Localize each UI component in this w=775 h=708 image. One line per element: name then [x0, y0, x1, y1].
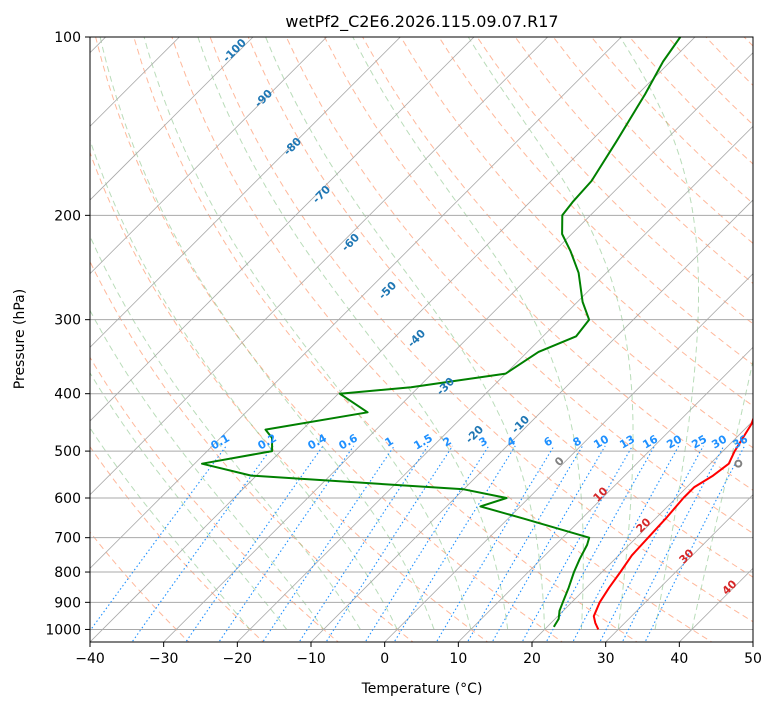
dewpoint-profile-line [201, 37, 682, 628]
mixing-ratio-line [466, 445, 584, 642]
isotherm [90, 37, 475, 422]
y-tick-label: 500 [54, 444, 81, 460]
moist-adiabat [352, 37, 584, 630]
mixing-ratio-line [572, 445, 680, 642]
dry-adiabat [514, 37, 753, 285]
dry-adiabat [476, 37, 753, 325]
y-tick-label: 200 [54, 208, 81, 224]
isotherm [531, 420, 753, 642]
moist-adiabat [90, 371, 288, 630]
y-tick-label: 400 [54, 387, 81, 403]
moist-adiabat [90, 309, 324, 630]
mixing-ratio-line [131, 445, 274, 642]
moist-adiabat [90, 427, 251, 630]
dry-adiabat [90, 260, 414, 642]
isotherm [90, 37, 328, 275]
isotherm [310, 199, 753, 642]
moist-adiabat [265, 37, 546, 630]
isotherm [90, 37, 696, 642]
temperature-profile-line [592, 416, 753, 630]
dry-adiabat [247, 37, 753, 578]
chart-title: wetPf2_C2E6.2026.115.09.07.R17 [285, 12, 558, 32]
mixing-ratio-line [218, 445, 355, 642]
isotherm [90, 37, 622, 569]
moist-adiabat [619, 37, 699, 630]
x-axis-label: Temperature (°C) [361, 681, 483, 697]
dry-adiabat [171, 37, 713, 642]
y-tick-label: 100 [54, 30, 81, 46]
x-tick-label: 30 [597, 651, 615, 667]
plot-frame [89, 36, 754, 643]
moist-adiabat [467, 37, 634, 630]
isotherm [605, 494, 753, 642]
moist-adiabat [90, 235, 361, 630]
isotherm [90, 37, 401, 348]
dry-adiabat [362, 37, 753, 449]
mixing-ratio-line [491, 445, 606, 642]
mixing-ratio-line [185, 445, 324, 642]
moist-adiabat [143, 37, 472, 630]
mixing-ratio-line [262, 445, 395, 642]
y-tick-label: 1000 [45, 622, 81, 638]
isotherm [163, 52, 753, 642]
dry-adiabat [400, 37, 753, 407]
x-tick-label: −10 [296, 651, 326, 667]
isotherm [90, 37, 254, 201]
y-tick-label: 800 [54, 565, 81, 581]
dry-adiabat [285, 37, 753, 534]
y-tick-label: 300 [54, 313, 81, 329]
x-tick-label: −20 [223, 651, 253, 667]
moist-adiabat [90, 138, 398, 630]
mixing-ratio-line [364, 445, 490, 642]
series-marker [734, 459, 743, 468]
isotherm [236, 125, 753, 642]
y-tick-label: 900 [54, 595, 81, 611]
y-axis-label: Pressure (hPa) [12, 289, 28, 389]
moist-adiabat [197, 37, 509, 630]
isotherm [457, 346, 753, 642]
x-tick-label: 10 [449, 651, 467, 667]
x-tick-label: 20 [523, 651, 541, 667]
x-tick-label: −40 [75, 651, 105, 667]
moist-adiabat [99, 37, 435, 630]
x-tick-label: 50 [744, 651, 762, 667]
mixing-ratio-line [393, 445, 516, 642]
mixing-ratio-line [599, 445, 704, 642]
moist-adiabat [691, 358, 753, 630]
isotherm [384, 273, 753, 642]
x-tick-label: 0 [380, 651, 389, 667]
x-tick-label: −30 [149, 651, 179, 667]
y-tick-label: 700 [54, 531, 81, 547]
mixing-ratio-line [325, 445, 454, 642]
dry-adiabat [324, 37, 753, 491]
mixing-ratio-line [298, 445, 429, 642]
isotherm [90, 37, 549, 496]
x-tick-label: 40 [670, 651, 688, 667]
dry-adiabat [438, 37, 753, 366]
y-tick-label: 600 [54, 491, 81, 507]
